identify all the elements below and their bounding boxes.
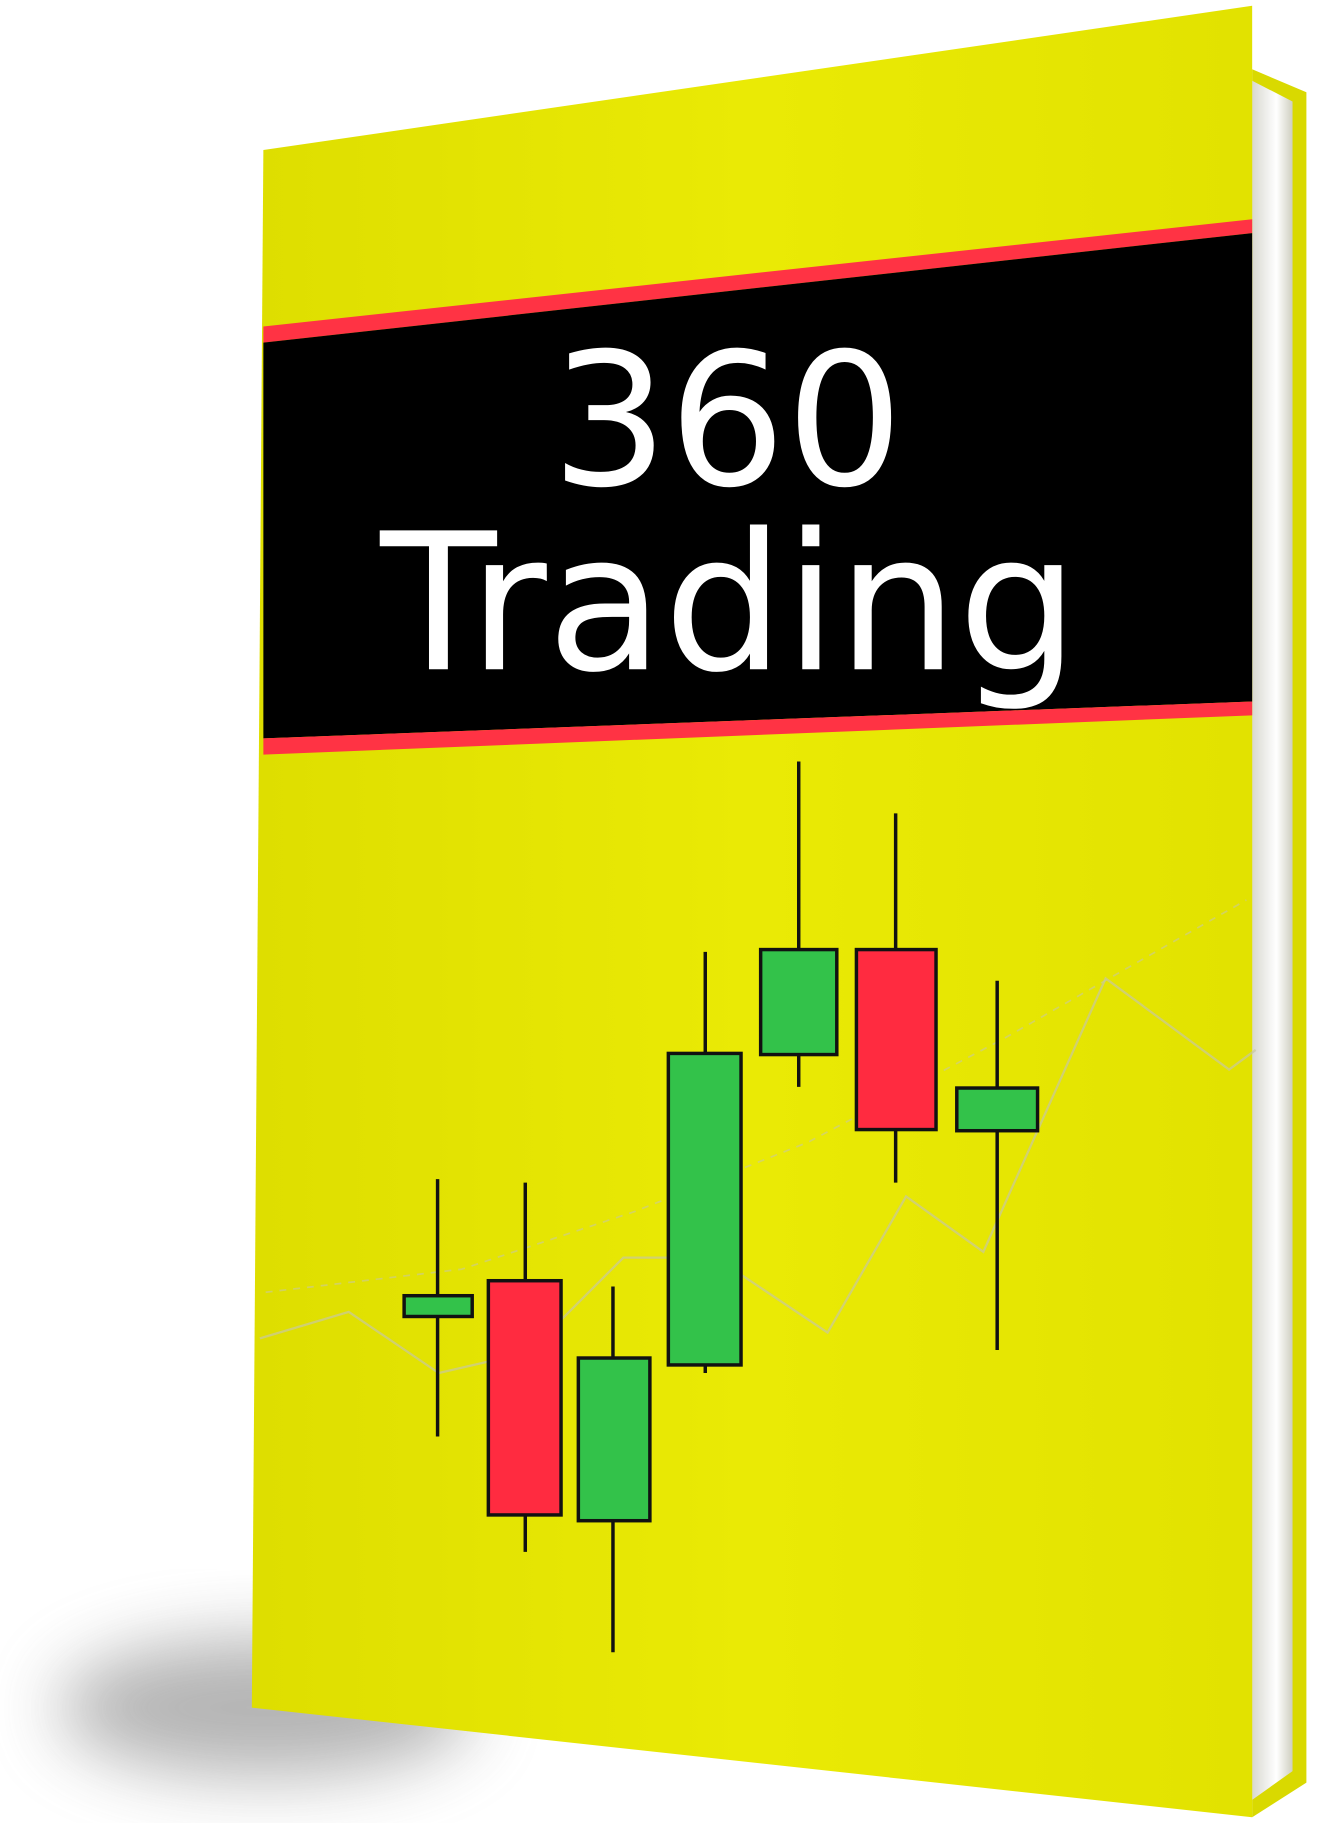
red-line-top (263, 219, 1253, 343)
candles (402, 761, 1040, 1653)
red-line-bottom (263, 701, 1253, 755)
pages (1252, 80, 1293, 1800)
title-line-2: Trading (379, 492, 1078, 714)
title-line-1: 360 (551, 314, 903, 529)
background-line (259, 976, 1257, 1375)
title-band (263, 233, 1253, 739)
